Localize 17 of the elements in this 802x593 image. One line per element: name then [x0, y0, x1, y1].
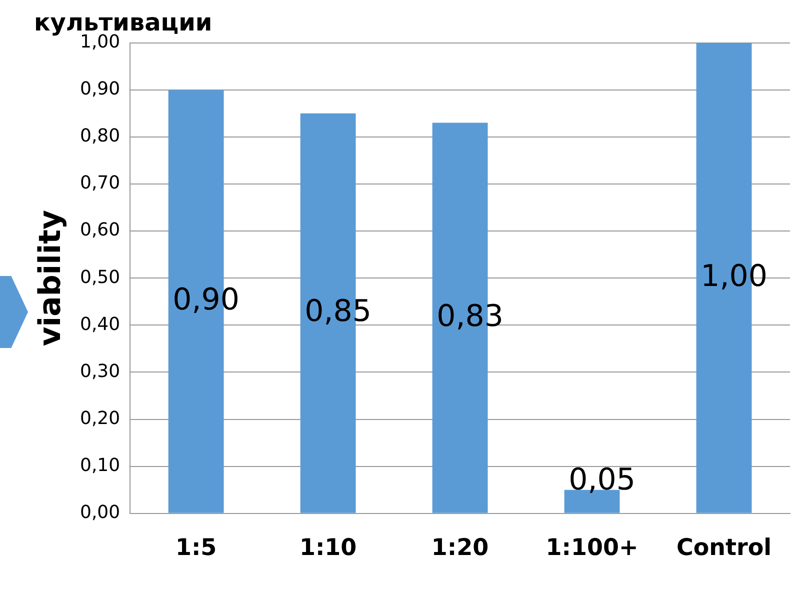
y-axis-title: viability: [32, 210, 68, 346]
x-tick-label: Control: [676, 535, 772, 562]
y-tick-label: 0,80: [80, 126, 120, 147]
y-tick-label: 0,30: [80, 360, 120, 382]
y-tick-label: 0,20: [80, 408, 120, 429]
y-tick-label: 0,10: [80, 455, 120, 476]
data-label: 0,05: [568, 462, 636, 498]
x-tick-label: 1:10: [299, 535, 357, 562]
y-tick-label: 0,40: [80, 314, 120, 335]
x-tick-label: 1:20: [431, 535, 489, 562]
y-tick-label: 0,60: [80, 220, 120, 241]
y-tick-label: 0,70: [80, 172, 120, 194]
x-tick-label: 1:100+: [546, 535, 638, 562]
y-tick-label: 0,00: [80, 502, 120, 524]
y-tick-label: 0,90: [80, 78, 120, 100]
x-tick-label: 1:5: [175, 535, 217, 562]
y-tick-label: 0,50: [80, 266, 120, 288]
